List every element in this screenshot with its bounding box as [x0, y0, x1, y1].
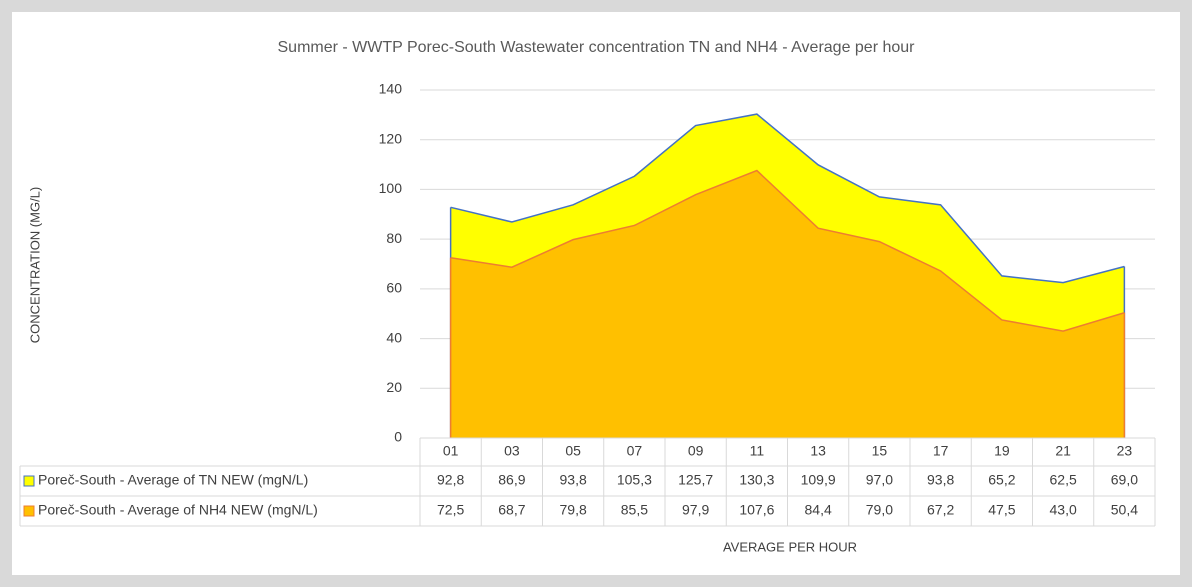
data-label: 93,8: [927, 472, 954, 488]
y-tick-label: 0: [394, 429, 402, 445]
x-tick-label: 09: [688, 443, 704, 459]
data-label: 68,7: [498, 502, 525, 518]
x-tick-label: 01: [443, 443, 459, 459]
data-label: 65,2: [988, 472, 1015, 488]
y-tick-label: 120: [379, 130, 403, 146]
data-label: 86,9: [498, 472, 525, 488]
x-tick-label: 23: [1117, 443, 1133, 459]
data-label: 97,0: [866, 472, 893, 488]
x-tick-label: 15: [872, 443, 888, 459]
data-label: 62,5: [1050, 472, 1077, 488]
y-tick-label: 40: [386, 329, 402, 345]
data-label: 125,7: [678, 472, 713, 488]
data-label: 93,8: [560, 472, 587, 488]
data-label: 85,5: [621, 502, 648, 518]
x-axis-title: AVERAGE PER HOUR: [723, 539, 857, 554]
data-label: 92,8: [437, 472, 464, 488]
legend-label: Poreč-South - Average of NH4 NEW (mgN/L): [38, 502, 318, 518]
data-label: 130,3: [739, 472, 774, 488]
x-tick-label: 07: [627, 443, 643, 459]
data-label: 107,6: [739, 502, 774, 518]
area-line: [450, 113, 1125, 284]
x-tick-label: 13: [810, 443, 826, 459]
y-axis-title: CONCENTRATION (MG/L): [27, 187, 42, 343]
data-label: 72,5: [437, 502, 464, 518]
legend-key: [23, 505, 35, 517]
data-label: 47,5: [988, 502, 1015, 518]
data-label: 105,3: [617, 472, 652, 488]
data-label: 67,2: [927, 502, 954, 518]
y-tick-label: 80: [386, 230, 402, 246]
data-label: 43,0: [1050, 502, 1077, 518]
x-tick-label: 17: [933, 443, 949, 459]
x-tick-label: 03: [504, 443, 520, 459]
y-tick-label: 100: [379, 180, 403, 196]
x-tick-label: 19: [994, 443, 1010, 459]
data-label: 84,4: [805, 502, 832, 518]
y-tick-label: 60: [386, 280, 402, 296]
area-line: [450, 169, 1125, 332]
data-label: 109,9: [801, 472, 836, 488]
chart-title: Summer - WWTP Porec-South Wastewater con…: [278, 39, 916, 56]
data-label: 79,8: [560, 502, 587, 518]
y-tick-label: 20: [386, 379, 402, 395]
data-label: 69,0: [1111, 472, 1138, 488]
x-tick-label: 05: [565, 443, 581, 459]
data-label: 97,9: [682, 502, 709, 518]
legend-label: Poreč-South - Average of TN NEW (mgN/L): [38, 472, 308, 488]
y-tick-label: 140: [379, 81, 403, 97]
x-tick-label: 11: [750, 443, 765, 459]
legend-key: [23, 475, 35, 487]
area: [450, 170, 1125, 438]
x-tick-label: 21: [1055, 443, 1071, 459]
data-label: 79,0: [866, 502, 893, 518]
data-label: 50,4: [1111, 502, 1138, 518]
